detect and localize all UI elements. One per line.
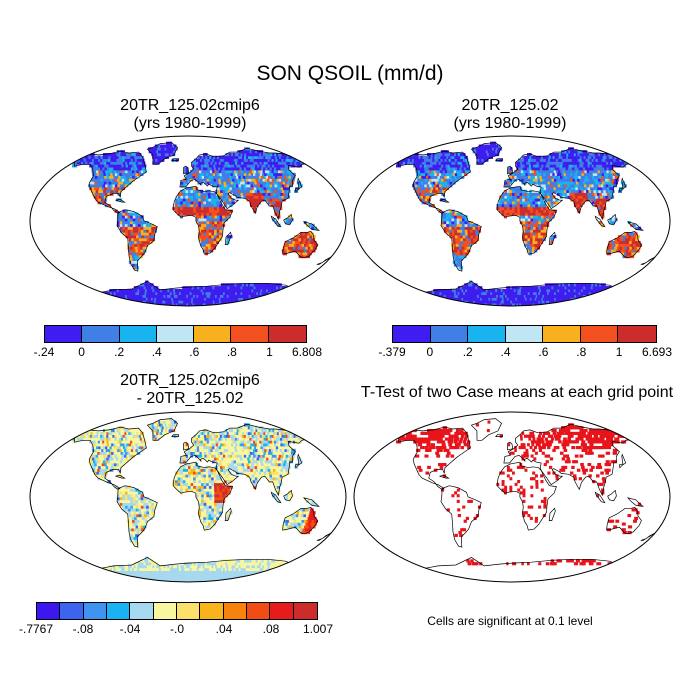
colorbar-tick-label: .4 <box>151 345 162 359</box>
colorbar-swatch <box>83 603 107 619</box>
colorbar-swatch <box>156 326 195 342</box>
colorbar-swatch <box>45 326 83 342</box>
colorbar-tick-label: .04 <box>215 622 233 636</box>
colorbar-swatch <box>194 326 232 342</box>
colorbar-swatch <box>268 326 306 342</box>
colorbar-tick-label: 1 <box>615 345 623 359</box>
colorbar-swatch <box>176 603 201 619</box>
colorbar-swatch <box>246 603 271 619</box>
colorbar-tick-label: -.08 <box>72 622 94 636</box>
colorbar-tick-label: 1 <box>266 345 273 359</box>
colorbar-tick-label: .08 <box>262 622 280 636</box>
colorbar-tick-label: 6.693 <box>641 345 673 359</box>
colorbar-panel-2: -.379 0 .2 .4 .6 .8 1 6.693 <box>378 325 672 361</box>
map-panel-1 <box>29 135 347 307</box>
colorbar-swatch <box>231 326 269 342</box>
map-border <box>29 135 347 307</box>
colorbar-tick-label: .6 <box>538 345 549 359</box>
colorbar-panel-1: -.24 0 .2 .4 .6 .8 1 6.808 <box>34 325 322 361</box>
colorbar-tick-label: 6.808 <box>291 345 323 359</box>
panel-3-title-line2: - 20TR_125.02 <box>136 390 244 407</box>
colorbar-tick-label: -.04 <box>119 622 141 636</box>
colorbar-boxes <box>392 325 657 343</box>
panel-2-title-line2: (yrs 1980-1999) <box>453 115 567 132</box>
panel-2-title: 20TR_125.02 (yrs 1980-1999) <box>350 97 670 133</box>
colorbar-swatch <box>618 326 657 342</box>
colorbar-swatch <box>430 326 469 342</box>
colorbar-swatch <box>130 603 154 619</box>
colorbar-swatch <box>37 603 61 619</box>
panel-1-title: 20TR_125.02cmip6 (yrs 1980-1999) <box>30 97 350 133</box>
map-border <box>353 135 671 307</box>
colorbar-tick-label: -.7767 <box>18 622 54 636</box>
panel-3-title-line1: 20TR_125.02cmip6 <box>120 372 260 389</box>
map-land-cells <box>396 420 642 566</box>
colorbar-tick-label: 0 <box>78 345 85 359</box>
figure-title: SON QSOIL (mm/d) <box>256 62 444 85</box>
colorbar-boxes <box>44 325 307 343</box>
colorbar-tick-label: 0 <box>426 345 434 359</box>
panel-1-title-line2: (yrs 1980-1999) <box>133 115 247 132</box>
colorbar-tick-label: .2 <box>462 345 473 359</box>
panel-2-title-line1: 20TR_125.02 <box>461 97 559 114</box>
colorbar-swatch <box>393 326 431 342</box>
colorbar-swatch <box>270 603 294 619</box>
coastlines <box>70 142 332 306</box>
colorbar-swatch <box>119 326 157 342</box>
colorbar-tick-label: .2 <box>114 345 125 359</box>
colorbar-tick-label: .8 <box>226 345 237 359</box>
colorbar-tick-label: 1.007 <box>302 622 334 636</box>
map-panel-4 <box>353 411 671 583</box>
coastlines <box>70 418 332 582</box>
colorbar-panel-3: -.7767 -.08 -.04 -.0 .04 .08 1.007 <box>19 602 333 638</box>
panel-1-title-line1: 20TR_125.02cmip6 <box>120 97 260 114</box>
colorbar-swatch <box>106 603 131 619</box>
colorbar-tick-label: .6 <box>189 345 200 359</box>
colorbar-tick-label: .8 <box>576 345 587 359</box>
colorbar-swatch <box>60 603 84 619</box>
colorbar-swatch <box>580 326 619 342</box>
colorbar-tick-label: -.379 <box>378 345 406 359</box>
colorbar-tick-label: .4 <box>500 345 511 359</box>
map-land-cells <box>396 141 643 306</box>
panel-3-title: 20TR_125.02cmip6 - 20TR_125.02 <box>30 372 350 408</box>
colorbar-swatch <box>223 603 247 619</box>
panel-4-title: T-Test of two Case means at each grid po… <box>360 384 674 401</box>
colorbar-swatch <box>82 326 120 342</box>
map-land-cells <box>72 141 319 306</box>
colorbar-swatch <box>200 603 224 619</box>
significance-note: Cells are significant at 0.1 level <box>427 614 593 628</box>
colorbar-swatch <box>293 603 317 619</box>
colorbar-swatch <box>468 326 506 342</box>
map-land-cells <box>72 417 319 582</box>
colorbar-boxes <box>36 602 318 620</box>
colorbar-swatch <box>505 326 544 342</box>
map-panel-2 <box>353 135 671 307</box>
colorbar-swatch <box>543 326 581 342</box>
map-border <box>29 411 347 583</box>
colorbar-swatch <box>153 603 177 619</box>
colorbar-tick-label: -.0 <box>169 622 185 636</box>
colorbar-tick-label: -.24 <box>33 345 55 359</box>
map-panel-3 <box>29 411 347 583</box>
map-border <box>353 411 671 583</box>
